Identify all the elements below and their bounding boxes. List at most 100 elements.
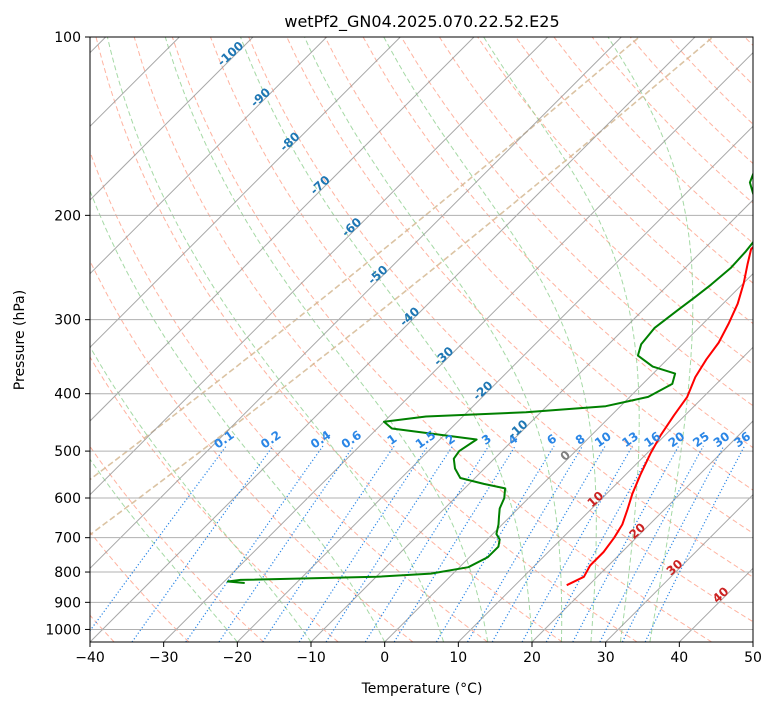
mixing-ratio-label: 0.4 (308, 428, 333, 452)
moist-adiabat (90, 458, 238, 642)
dry-adiabat (248, 37, 753, 578)
dry-adiabat (90, 531, 190, 642)
mixing-ratio-line (364, 445, 490, 642)
mixing-ratio-label: 0.2 (258, 428, 283, 452)
saturation-curve (90, 37, 714, 536)
dry-adiabat (90, 259, 414, 642)
isotherm (384, 272, 753, 642)
mixing-ratio-line (298, 445, 429, 642)
dry-adiabat (553, 37, 753, 244)
mixing-ratio-label: 25 (690, 429, 712, 450)
moist-adiabat (483, 37, 640, 642)
dewpoint-line (226, 171, 753, 584)
isotherm-label: -50 (365, 262, 390, 287)
dry-adiabat (400, 37, 753, 407)
isotherm-label: 20 (626, 520, 648, 542)
isotherm (90, 37, 401, 349)
isotherm (236, 125, 753, 642)
y-tick-label: 200 (54, 208, 81, 224)
isotherm (90, 37, 328, 275)
mixing-ratio-label: 20 (666, 429, 688, 450)
plot-frame (89, 36, 754, 643)
isotherm (90, 37, 475, 422)
moist-adiabat (383, 37, 597, 642)
mixing-ratio-line (521, 445, 634, 642)
mixing-ratio-label: 3 (479, 431, 494, 447)
saturation-curve (90, 37, 640, 481)
dry-adiabat (438, 37, 753, 366)
mixing-ratio-line (218, 445, 355, 642)
y-tick-label: 500 (54, 444, 81, 460)
mixing-ratio-line (572, 445, 680, 642)
moist-adiabat (90, 345, 312, 642)
isotherm-label: 30 (664, 557, 686, 579)
mixing-ratio-line (491, 445, 606, 642)
mixing-ratio-label: 16 (641, 429, 663, 450)
temperature-line (566, 245, 753, 587)
dry-adiabat (210, 37, 753, 623)
mixing-ratio-label: 8 (573, 431, 588, 447)
y-tick-label: 400 (54, 387, 81, 403)
mixing-ratio-label: 6 (544, 431, 559, 447)
isotherm (678, 567, 753, 642)
x-tick-label: −40 (75, 650, 105, 666)
mixing-ratio-label: 2 (443, 431, 458, 447)
mixing-ratio-label: 30 (711, 429, 733, 450)
isotherm-label: -60 (339, 215, 364, 240)
dry-adiabat (324, 37, 753, 491)
isotherm-label: -20 (470, 378, 495, 403)
isotherm-label: 10 (585, 489, 607, 511)
isotherm (457, 346, 753, 642)
isotherm (163, 51, 753, 642)
y-tick-label: 300 (54, 313, 81, 329)
x-tick-label: 20 (523, 650, 541, 666)
y-axis-label: Pressure (hPa) (12, 290, 28, 390)
isotherm-label: -100 (215, 39, 247, 69)
x-tick-label: 40 (670, 650, 688, 666)
mixing-ratio-line (599, 445, 704, 642)
mixing-ratio-line (325, 445, 454, 642)
dry-adiabat (90, 150, 488, 642)
mixing-ratio-label: 13 (619, 429, 641, 450)
isotherm (605, 493, 753, 642)
isotherm-label: -70 (307, 173, 332, 198)
mixing-ratio-label: 1 (385, 431, 400, 447)
x-tick-label: −10 (296, 650, 326, 666)
isotherm (310, 199, 753, 642)
dry-adiabat (591, 37, 753, 204)
isotherm-label: -90 (248, 85, 273, 110)
mixing-ratio-line (90, 445, 227, 632)
y-tick-label: 700 (54, 531, 81, 547)
x-tick-label: −20 (223, 650, 253, 666)
y-tick-label: 100 (54, 30, 81, 46)
dry-adiabat (133, 37, 638, 642)
isotherm-label: -80 (277, 129, 302, 154)
axis-ticks: −40 −30 −20 −10 0 10 20 30 40 5010009008007006005… (45, 30, 762, 666)
dry-adiabat (515, 37, 753, 284)
mixing-ratio-label: 10 (592, 429, 614, 450)
mixing-ratio-line (393, 445, 516, 642)
isotherm (90, 37, 254, 201)
dry-adiabat (95, 37, 563, 642)
isotherm (752, 641, 753, 642)
isotherm (531, 420, 753, 642)
profile-lines (226, 171, 753, 587)
x-tick-label: 10 (449, 650, 467, 666)
chart-title: wetPf2_GN04.2025.070.22.52.E25 (284, 12, 559, 32)
background-lines (90, 37, 753, 642)
isotherm-label: 0 (558, 448, 574, 464)
mixing-ratio-label: 0.1 (211, 428, 236, 452)
moist-adiabat (90, 189, 386, 642)
dry-adiabat (706, 37, 753, 86)
x-tick-label: 50 (744, 650, 762, 666)
mixing-ratio-line (435, 445, 555, 642)
mixing-ratio-line (466, 445, 584, 642)
mixing-ratio-line (621, 445, 725, 642)
mixing-ratio-label: 0.6 (339, 428, 364, 452)
mixing-ratio-line (644, 445, 746, 642)
moist-adiabat (304, 37, 563, 642)
mixing-ratio-line (545, 445, 656, 642)
mixing-ratio-line (131, 445, 274, 642)
